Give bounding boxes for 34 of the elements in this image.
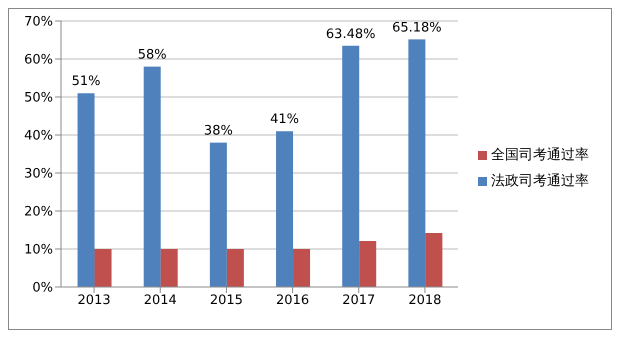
bar (293, 249, 310, 287)
data-label: 63.48% (326, 26, 376, 42)
bar (160, 249, 178, 287)
bar (408, 39, 426, 287)
x-tick-label: 2016 (276, 293, 310, 308)
data-label: 65.18% (392, 20, 442, 36)
y-tick-label: 20% (24, 204, 53, 220)
x-tick-label: 2013 (78, 293, 111, 308)
data-label: 51% (72, 74, 100, 90)
data-label: 41% (270, 112, 299, 128)
x-tick-label: 2015 (210, 293, 243, 308)
bar (425, 233, 442, 287)
x-tick-label: 2014 (144, 293, 177, 308)
bar (94, 249, 112, 287)
y-tick-label: 50% (24, 90, 53, 106)
legend-label: 全国司考通过率 (491, 147, 589, 163)
y-tick-label: 0% (32, 280, 53, 296)
y-tick-label: 40% (24, 128, 53, 144)
bar (359, 241, 376, 287)
bar (210, 142, 227, 287)
x-tick-label: 2018 (408, 293, 442, 308)
bar (226, 249, 244, 287)
bar (276, 131, 294, 287)
bar (78, 93, 95, 287)
y-tick-label: 30% (24, 166, 53, 182)
data-label: 58% (138, 48, 167, 63)
y-tick-label: 60% (24, 52, 53, 68)
y-tick-label: 10% (24, 242, 53, 258)
bar (144, 66, 161, 287)
legend-label: 法政司考通过率 (491, 173, 589, 189)
y-tick-label: 70% (24, 14, 53, 30)
x-tick-label: 2017 (342, 293, 376, 308)
bar (342, 46, 360, 287)
data-label: 38% (204, 124, 233, 139)
